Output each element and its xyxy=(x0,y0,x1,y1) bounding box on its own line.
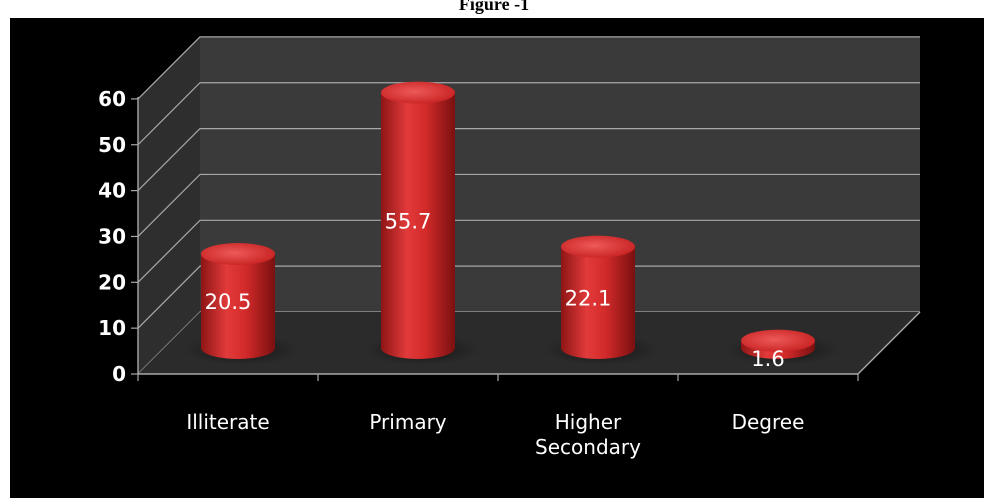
gridline xyxy=(137,36,920,100)
floor-edge-line xyxy=(857,311,921,375)
data-label: 20.5 xyxy=(205,290,252,314)
chart-floor xyxy=(138,312,920,374)
y-tick-label: 50 xyxy=(98,133,126,157)
gridline xyxy=(137,173,920,237)
bar xyxy=(201,254,275,359)
x-tick-label: Secondary xyxy=(535,435,641,459)
y-tick-label: 30 xyxy=(98,224,126,248)
bar-chart: 0 10 20 30 40 50 60 20.5 Illiterate 55.7 Primary 2… xyxy=(98,36,921,459)
gridline xyxy=(137,82,920,146)
data-label: 55.7 xyxy=(385,209,432,233)
x-tick-label: Primary xyxy=(369,410,446,434)
bar-cap xyxy=(741,329,815,352)
y-tick-label: 10 xyxy=(98,316,126,340)
x-tick-label: Degree xyxy=(732,410,805,434)
bar xyxy=(381,92,455,359)
figure-caption: Figure -1 xyxy=(458,0,530,14)
y-tick-label: 0 xyxy=(112,362,126,386)
bar-cap xyxy=(201,243,275,266)
y-tick-label: 40 xyxy=(98,179,126,203)
data-label: 1.6 xyxy=(751,347,784,371)
gridline xyxy=(137,219,920,283)
bar-cap xyxy=(561,235,635,258)
gridline xyxy=(137,265,920,329)
y-tick-label: 60 xyxy=(98,87,126,111)
x-tick-label: Illiterate xyxy=(186,410,269,434)
data-label: 22.1 xyxy=(565,286,612,310)
x-tick-label: Higher xyxy=(555,410,622,434)
gridline xyxy=(137,127,920,192)
bar-cap xyxy=(381,81,455,104)
y-tick-label: 20 xyxy=(98,270,126,294)
bar xyxy=(561,246,635,359)
